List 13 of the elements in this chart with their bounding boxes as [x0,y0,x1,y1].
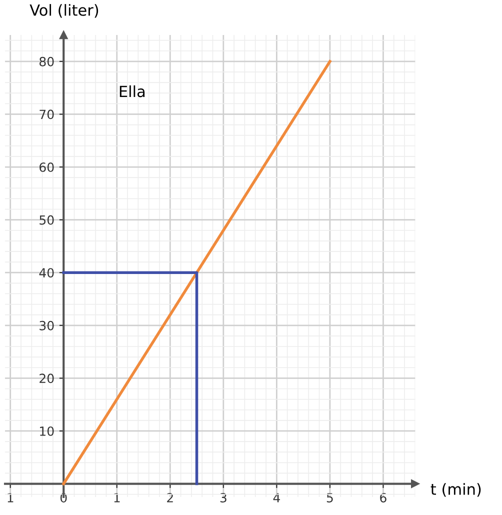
x-axis-title: t (min) [430,483,481,497]
x-tick-label: 6 [380,493,386,502]
annotation: Ella [120,85,145,98]
y-tick-label: 30 [40,320,54,330]
x-tick-label: 4 [273,493,280,502]
y-tick-label: 50 [40,215,54,225]
y-tick-label: 60 [40,162,54,172]
y-axis-title: Vol (liter) [30,4,98,18]
y-tick-label: 10 [40,426,54,436]
y-tick-label: 20 [40,374,54,384]
y-tick-label: 40 [39,268,54,278]
y-tick-label: 70 [40,110,54,120]
y-tick-label: 80 [40,56,54,66]
